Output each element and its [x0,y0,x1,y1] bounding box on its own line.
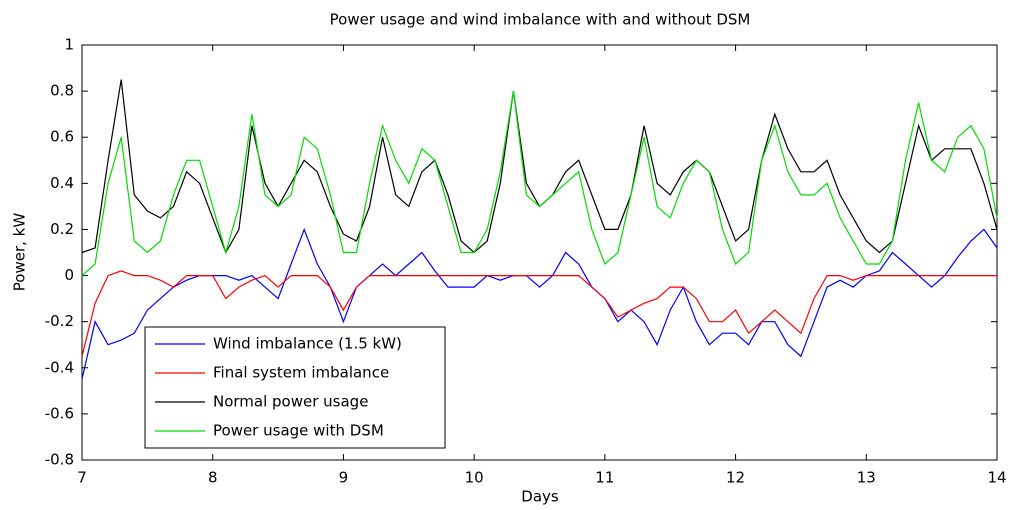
y-tick-label: 0.2 [50,220,74,238]
x-tick-label: 13 [857,469,876,487]
x-tick-label: 12 [726,469,745,487]
legend-label: Final system imbalance [213,364,389,382]
y-tick-label: -0.2 [45,312,74,330]
y-tick-label: 0.6 [50,128,74,146]
y-tick-label: 0 [64,266,74,284]
legend-label: Wind imbalance (1.5 kW) [213,335,402,353]
y-tick-label: 0.4 [50,174,74,192]
series-line [81,227,998,380]
x-tick-label: 11 [595,469,614,487]
y-tick-label: -0.8 [45,451,74,469]
x-tick-label: 9 [339,469,349,487]
x-tick-label: 7 [77,469,87,487]
chart-title: Power usage and wind imbalance with and … [330,11,751,29]
y-tick-label: -0.4 [45,358,74,376]
legend-box [144,326,446,449]
legend-label: Power usage with DSM [213,422,384,440]
y-tick-label: 0.8 [50,82,74,100]
y-tick-label: -0.6 [45,404,74,422]
x-tick-label: 10 [465,469,484,487]
series-line [81,79,998,254]
legend: Wind imbalance (1.5 kW) Final system imba… [144,326,446,449]
x-tick-label: 8 [208,469,218,487]
x-axis-label: Days [521,488,559,506]
series-line [81,91,998,277]
y-tick-label: 1 [64,36,74,54]
legend-label: Normal power usage [213,393,368,411]
y-axis-label: Power, kW [11,213,29,292]
x-tick-label: 14 [987,469,1006,487]
series-line [81,270,997,357]
